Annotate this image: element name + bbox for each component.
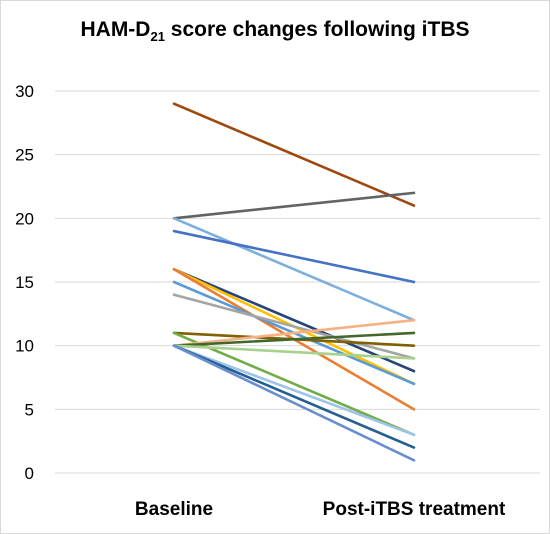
title-main: HAM-D [80, 18, 151, 41]
series-line-17 [172, 344, 416, 462]
series-line-5 [172, 267, 416, 373]
series-line-9 [172, 293, 416, 360]
title-subscript: 21 [150, 29, 165, 45]
series-line-15 [172, 344, 416, 437]
series-line-11 [172, 331, 416, 437]
series-line-4 [172, 229, 416, 284]
y-tick-label-5: 5 [25, 400, 34, 419]
x-category-label-1: Baseline [135, 499, 213, 520]
y-tick-label-30: 30 [15, 82, 34, 101]
series-line-2 [172, 191, 416, 220]
series-line-13 [172, 331, 416, 347]
y-tick-label-15: 15 [15, 273, 34, 292]
x-category-label-2: Post-iTBS treatment [323, 499, 506, 520]
y-tick-label-25: 25 [15, 146, 34, 165]
series-line-14 [172, 344, 416, 360]
title-rest: score changes following iTBS [164, 18, 470, 41]
y-tick-label-20: 20 [15, 209, 34, 228]
series-line-1 [172, 102, 416, 207]
y-tick-label-0: 0 [25, 464, 34, 483]
series-line-16 [172, 344, 416, 449]
chart-title: HAM-D21 score changes following iTBS [0, 18, 550, 44]
series-line-12 [172, 318, 416, 347]
y-tick-label-10: 10 [15, 337, 34, 356]
series-line-3 [172, 217, 416, 322]
